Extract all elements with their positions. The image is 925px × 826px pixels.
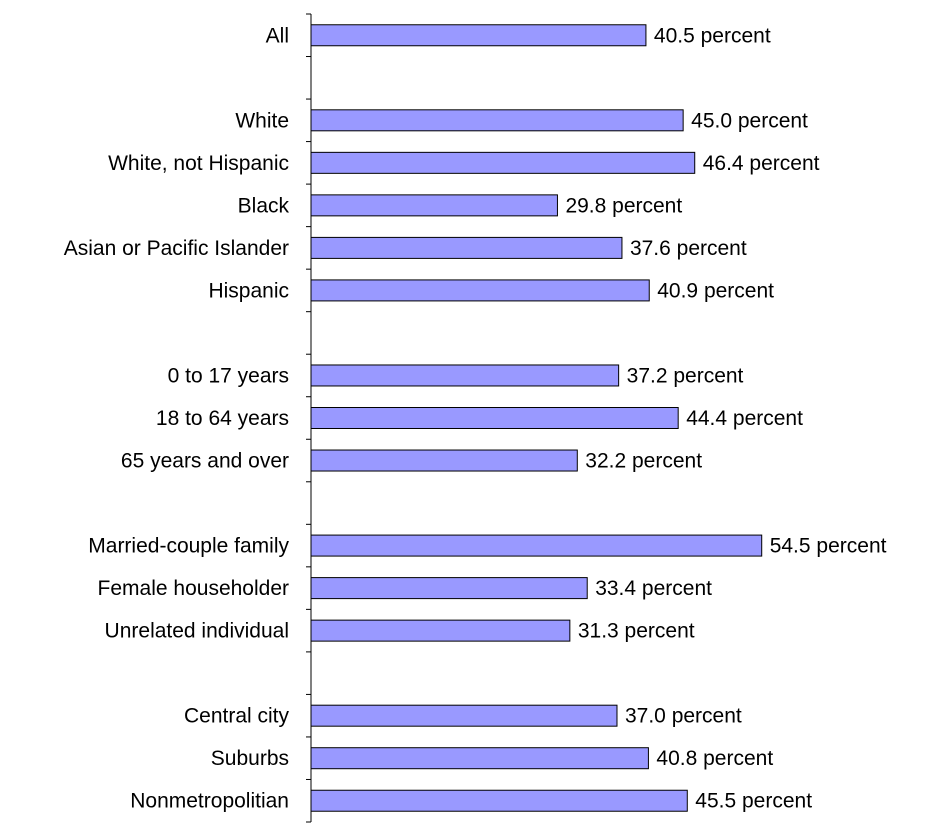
data-label: 40.8 percent (656, 747, 773, 770)
bar (310, 151, 696, 174)
data-label: 45.0 percent (691, 109, 808, 132)
bar (310, 364, 620, 387)
bar (310, 194, 558, 217)
bar (310, 534, 763, 557)
bar (310, 236, 623, 259)
category-label: 0 to 17 years (168, 364, 289, 387)
data-label: 40.9 percent (657, 279, 774, 302)
bar (310, 279, 650, 302)
data-label: 33.4 percent (595, 577, 712, 600)
bar (310, 747, 649, 770)
data-label: 31.3 percent (578, 620, 695, 643)
category-label: Married-couple family (88, 535, 289, 558)
data-label: 32.2 percent (585, 450, 702, 473)
category-label: All (266, 24, 289, 47)
category-label: Black (238, 194, 290, 217)
data-label: 40.5 percent (654, 24, 771, 47)
bar (310, 619, 571, 642)
bar (310, 789, 688, 812)
bar (310, 109, 684, 132)
bar (310, 704, 618, 727)
data-label: 37.0 percent (625, 705, 742, 728)
category-label: White, not Hispanic (108, 152, 289, 175)
data-label: 29.8 percent (565, 194, 682, 217)
bar (310, 577, 588, 600)
category-label: Hispanic (208, 279, 289, 302)
data-label: 45.5 percent (695, 790, 812, 813)
data-label: 44.4 percent (686, 407, 803, 430)
data-label: 37.6 percent (630, 237, 747, 260)
category-label: Female householder (98, 577, 289, 600)
category-label: Central city (184, 705, 290, 728)
category-label: 18 to 64 years (156, 407, 289, 430)
bar (310, 449, 578, 472)
category-label: Nonmetropolitian (130, 790, 289, 813)
category-label: Unrelated individual (105, 620, 289, 643)
category-label: Suburbs (211, 747, 289, 770)
data-label: 54.5 percent (770, 535, 887, 558)
category-label: Asian or Pacific Islander (64, 237, 289, 260)
data-label: 37.2 percent (627, 364, 744, 387)
category-label: White (235, 109, 289, 132)
data-label: 46.4 percent (703, 152, 820, 175)
bar (310, 24, 647, 47)
category-label: 65 years and over (121, 450, 289, 473)
bar (310, 407, 679, 429)
